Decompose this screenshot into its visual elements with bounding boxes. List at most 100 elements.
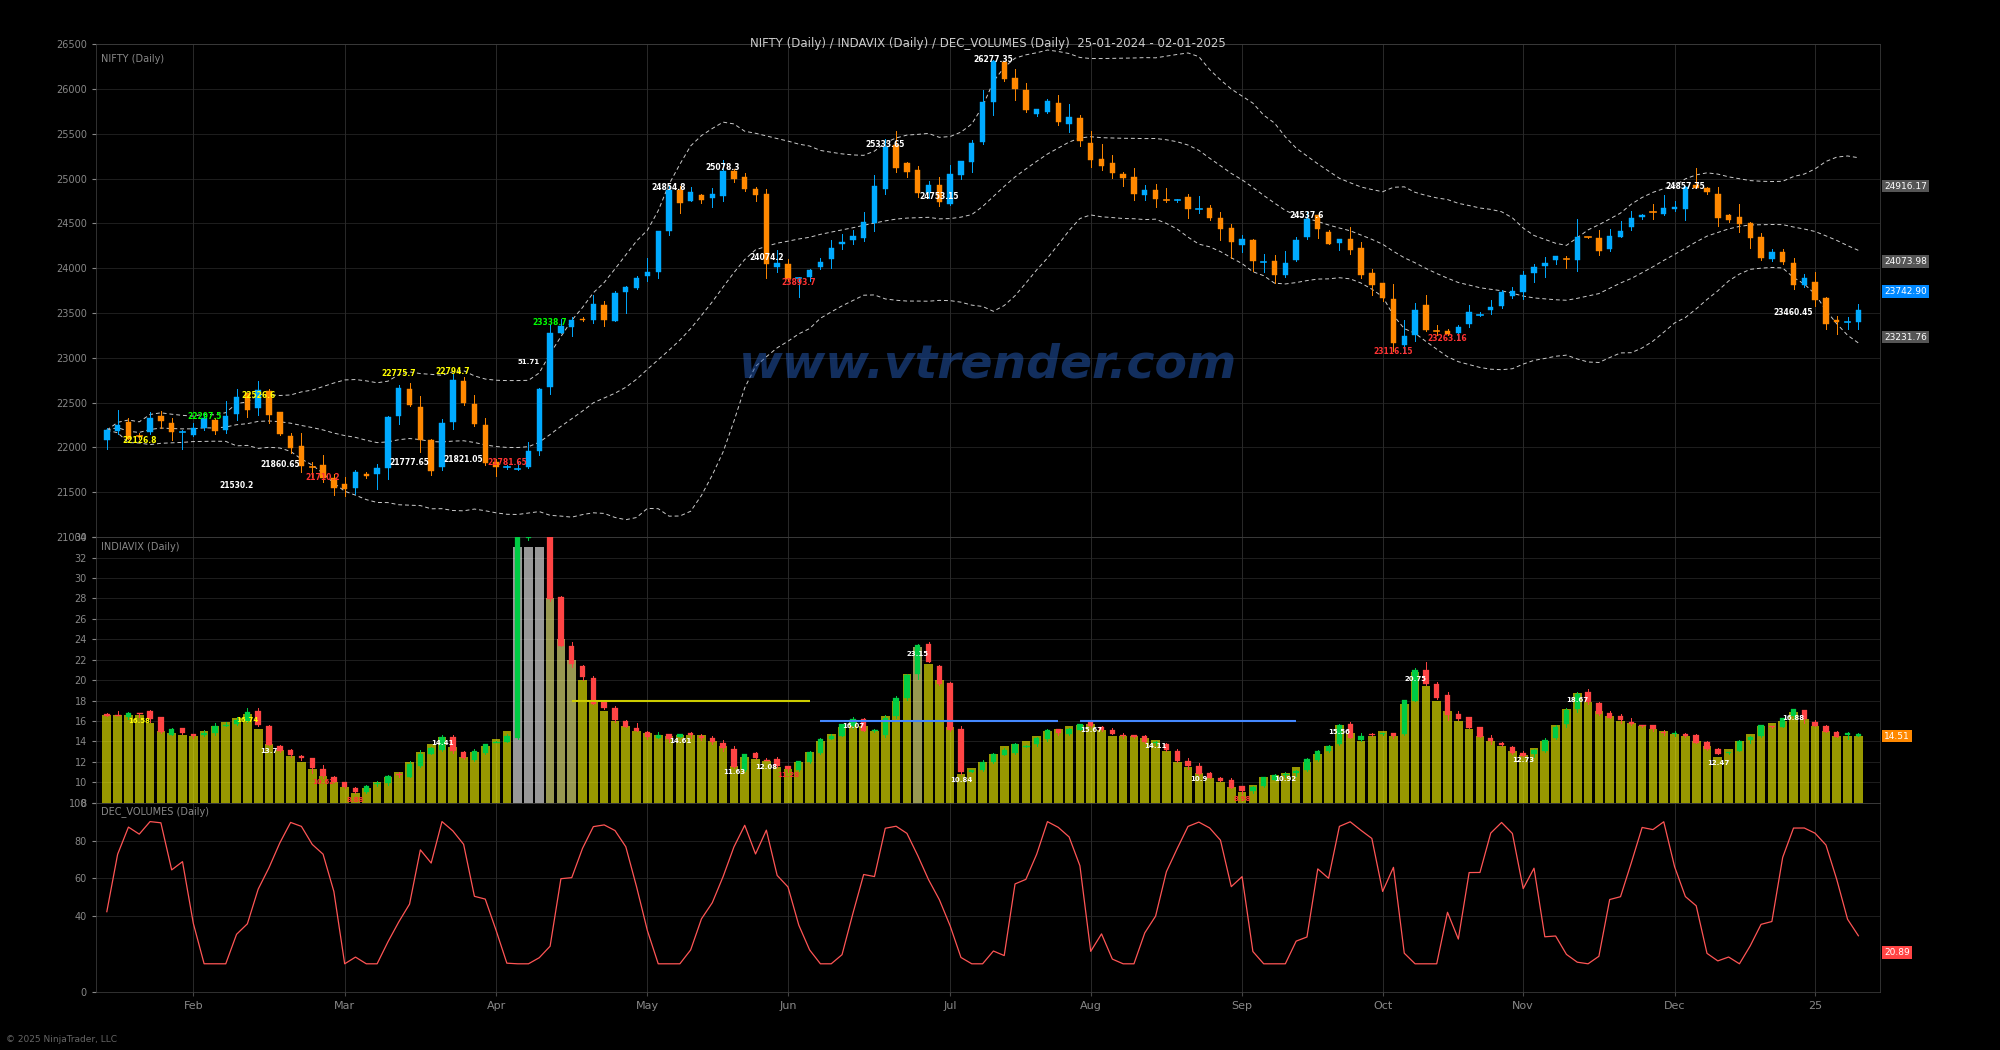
Bar — [914, 648, 922, 802]
Bar — [1140, 738, 1150, 802]
Bar — [710, 737, 714, 742]
Bar — [698, 736, 704, 738]
Bar — [676, 735, 684, 802]
Bar — [1002, 750, 1006, 755]
Bar — [1088, 144, 1094, 161]
Bar — [1066, 117, 1072, 125]
Bar — [732, 171, 736, 180]
Bar — [1424, 304, 1428, 330]
Bar — [1240, 786, 1244, 792]
Bar — [1714, 757, 1722, 802]
Bar — [1098, 160, 1104, 166]
Bar — [1672, 207, 1678, 210]
Bar — [774, 262, 780, 267]
Bar — [1466, 717, 1472, 728]
Bar — [1824, 298, 1828, 323]
Bar — [1648, 729, 1658, 802]
Bar — [134, 715, 144, 802]
Bar — [666, 190, 672, 231]
Text: 18.67: 18.67 — [1566, 697, 1588, 702]
Bar — [1682, 734, 1688, 736]
Bar — [1142, 736, 1148, 742]
Bar — [958, 161, 964, 174]
Bar — [1022, 741, 1030, 802]
Bar — [460, 752, 466, 758]
Bar — [968, 768, 976, 802]
Bar — [860, 726, 868, 802]
Bar — [698, 735, 706, 802]
Bar — [1098, 730, 1106, 802]
Text: 10.84: 10.84 — [950, 777, 972, 783]
Text: 16.88: 16.88 — [1782, 715, 1804, 721]
Bar — [828, 248, 834, 259]
Bar — [180, 728, 186, 733]
Bar — [222, 722, 230, 802]
Bar — [1758, 236, 1764, 257]
Bar — [288, 436, 294, 448]
Bar — [1326, 232, 1332, 244]
Bar — [1456, 327, 1462, 333]
Bar — [352, 471, 358, 488]
Bar — [104, 430, 110, 440]
Bar — [590, 303, 596, 320]
Bar — [1606, 716, 1614, 802]
Bar — [1248, 784, 1258, 802]
Bar — [1660, 731, 1668, 802]
Bar — [904, 675, 910, 698]
Bar — [254, 729, 262, 802]
Bar — [580, 667, 586, 677]
Bar — [556, 639, 566, 802]
Bar — [740, 757, 750, 802]
Bar — [840, 723, 844, 736]
Bar — [1226, 788, 1236, 802]
Text: 8.98: 8.98 — [1234, 796, 1250, 802]
Bar — [1186, 196, 1190, 209]
Bar — [936, 680, 944, 802]
Bar — [102, 715, 112, 802]
Bar — [688, 733, 694, 735]
Bar — [244, 712, 250, 720]
Bar — [1324, 747, 1332, 802]
Bar — [1336, 239, 1342, 244]
Bar — [200, 731, 208, 802]
Bar — [1012, 79, 1018, 89]
Bar — [624, 721, 628, 727]
Bar — [902, 674, 912, 802]
Bar — [612, 293, 618, 321]
Text: 21821.05: 21821.05 — [444, 455, 484, 463]
Bar — [114, 715, 122, 802]
Bar — [1368, 736, 1376, 802]
Bar — [1802, 278, 1808, 285]
Bar — [880, 716, 890, 802]
Bar — [1034, 109, 1040, 114]
Bar — [298, 762, 306, 802]
Bar — [990, 754, 996, 762]
Bar — [794, 762, 804, 802]
Bar — [1358, 736, 1364, 740]
Bar — [1370, 734, 1374, 735]
Bar — [924, 664, 932, 802]
Bar — [298, 446, 304, 466]
Bar — [1444, 695, 1450, 715]
Bar — [1564, 710, 1570, 724]
Bar — [494, 462, 498, 466]
Bar — [1716, 193, 1720, 218]
Bar — [406, 390, 412, 404]
Bar — [1770, 252, 1774, 258]
Bar — [1616, 721, 1624, 802]
Bar — [394, 772, 404, 802]
Bar — [1704, 188, 1710, 192]
Bar — [1410, 672, 1420, 802]
Bar — [286, 756, 294, 802]
Bar — [148, 418, 152, 432]
Bar — [568, 659, 576, 802]
Bar — [1520, 754, 1526, 756]
Bar — [860, 719, 866, 731]
Bar — [1152, 742, 1158, 743]
Bar — [1662, 732, 1666, 733]
Bar — [1250, 240, 1256, 261]
Bar — [948, 174, 952, 204]
Bar — [916, 645, 920, 674]
Bar — [460, 757, 468, 802]
Bar — [806, 752, 814, 802]
